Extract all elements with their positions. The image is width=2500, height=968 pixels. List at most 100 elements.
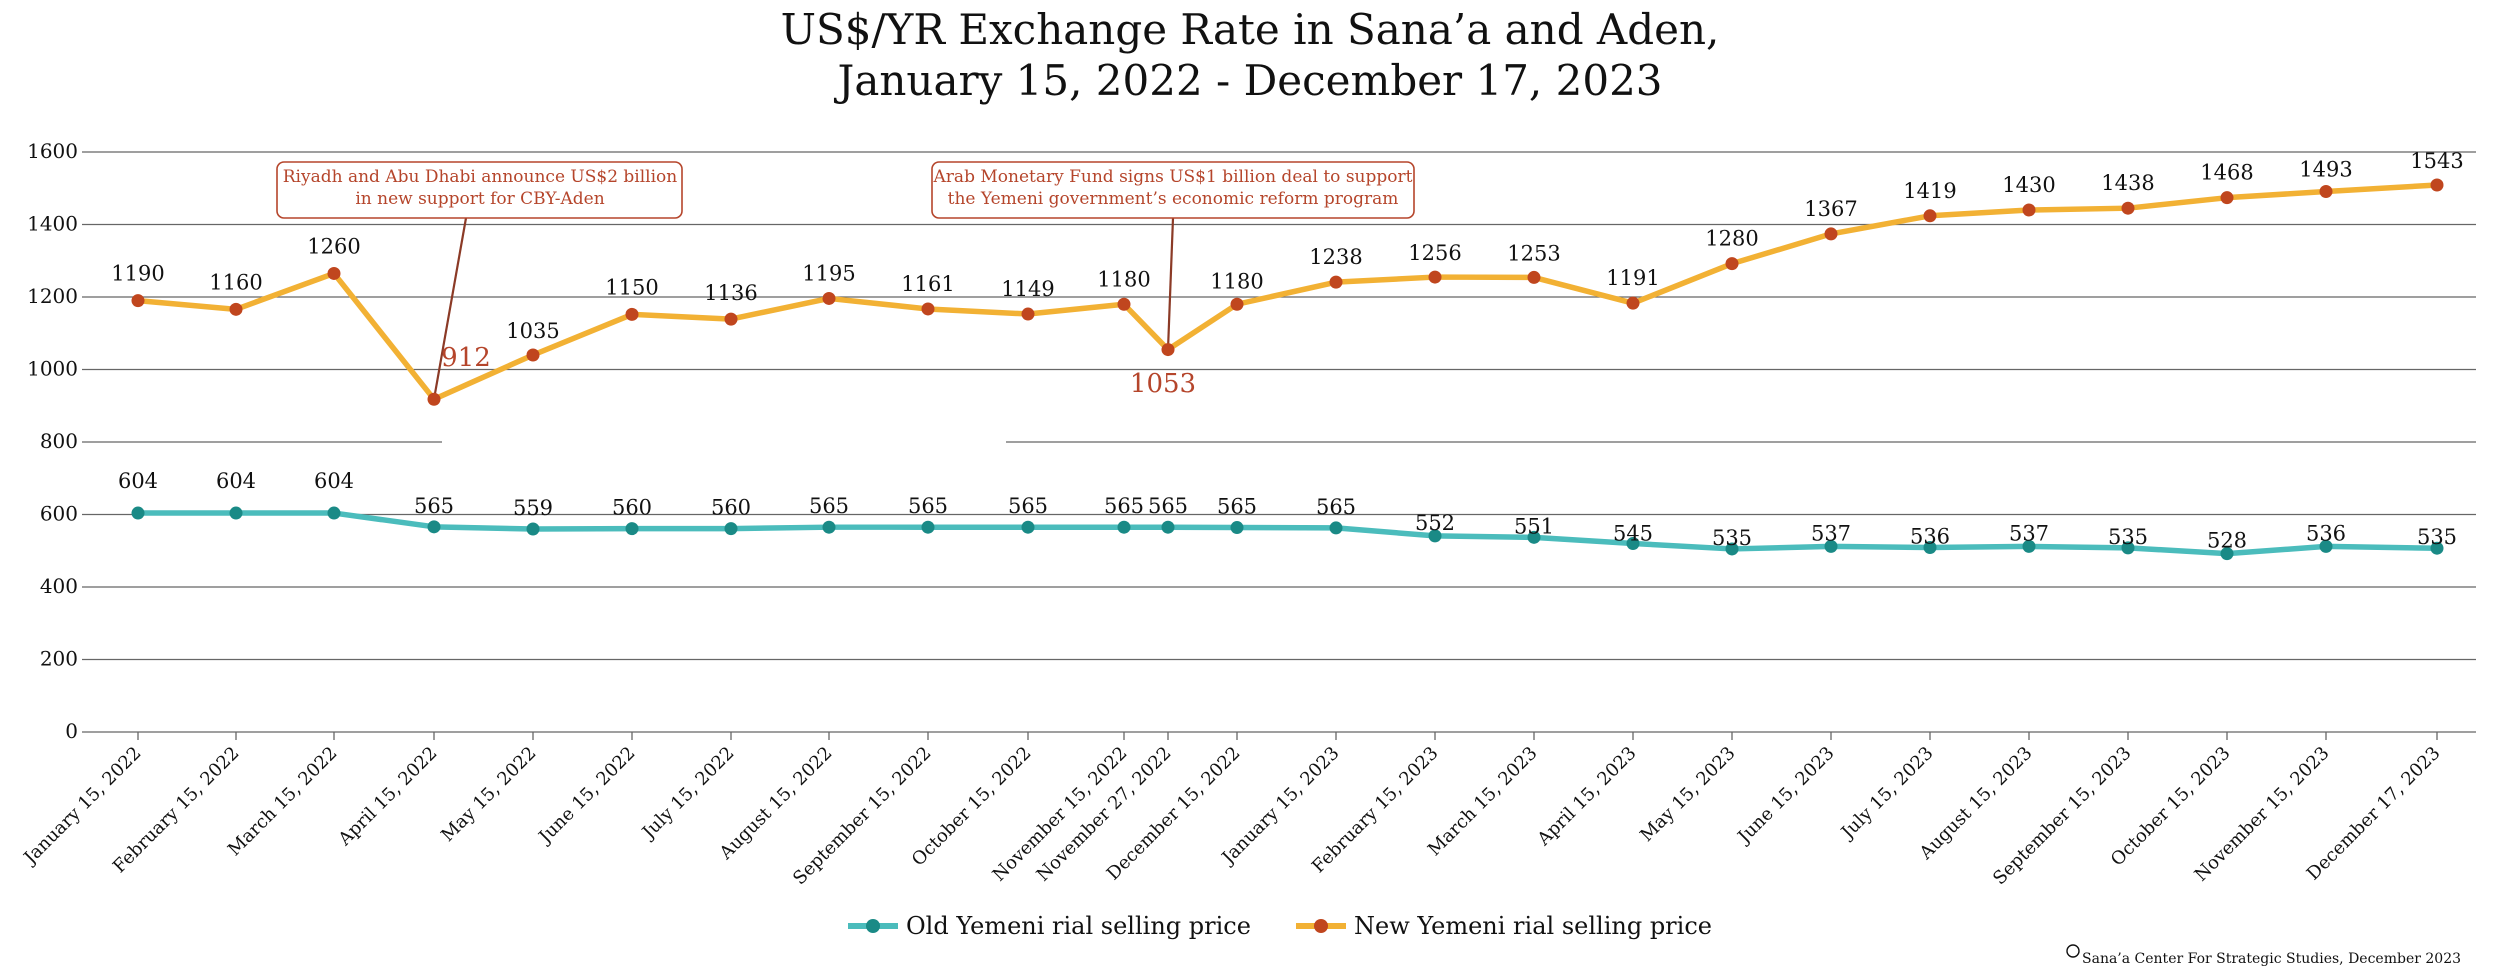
data-point-old-rial[interactable] (427, 520, 441, 534)
data-point-old-rial[interactable] (2319, 539, 2333, 553)
data-point-old-rial[interactable] (625, 522, 639, 536)
data-point-old-rial[interactable] (2121, 541, 2135, 555)
data-point-new-rial[interactable] (2319, 185, 2333, 199)
data-label-new-rial: 1160 (209, 270, 262, 294)
x-tick-label: March 15, 2022 (224, 743, 342, 861)
x-tick-label: July 15, 2023 (1836, 743, 1938, 845)
data-point-new-rial[interactable] (1329, 275, 1343, 289)
legend-label-new-rial: New Yemeni rial selling price (1354, 912, 1712, 940)
x-tick-label: June 15, 2022 (534, 743, 640, 849)
data-label-old-rial: 604 (314, 469, 354, 493)
legend-item-old-rial[interactable]: Old Yemeni rial selling price (848, 912, 1251, 940)
data-label-new-rial: 1191 (1606, 266, 1659, 290)
data-point-old-rial[interactable] (2022, 539, 2036, 553)
data-point-new-rial[interactable] (2430, 178, 2444, 192)
data-label-highlighted: 1053 (1130, 369, 1196, 399)
data-point-new-rial[interactable] (526, 348, 540, 362)
data-point-old-rial[interactable] (1923, 540, 1937, 554)
data-label-highlighted: 912 (441, 343, 491, 373)
data-label-new-rial: 1161 (901, 272, 954, 296)
data-point-old-rial[interactable] (1527, 530, 1541, 544)
data-point-old-rial[interactable] (1626, 537, 1640, 550)
credit-line: Sana’a Center For Strategic Studies, Dec… (2066, 944, 2461, 967)
annotation-box (931, 161, 1415, 219)
data-point-new-rial[interactable] (427, 392, 441, 406)
y-tick-label-600: 600 (40, 502, 78, 526)
data-label-new-rial: 1256 (1408, 241, 1461, 265)
data-point-new-rial[interactable] (625, 307, 639, 321)
data-point-old-rial[interactable] (822, 520, 836, 534)
data-point-new-rial[interactable] (1021, 307, 1035, 321)
data-label-new-rial: 1180 (1210, 269, 1263, 293)
data-label-new-rial: 1260 (307, 234, 360, 258)
data-label-old-rial: 565 (809, 494, 849, 518)
data-label-old-rial: 604 (118, 469, 158, 493)
data-label-new-rial: 1438 (2101, 171, 2154, 195)
data-label-old-rial: 537 (2009, 521, 2049, 545)
annotation-callout: Riyadh and Abu Dhabi announce US$2 billi… (276, 161, 683, 400)
data-point-old-rial[interactable] (724, 522, 738, 536)
legend-item-new-rial[interactable]: New Yemeni rial selling price (1296, 912, 1712, 940)
data-point-new-rial[interactable] (2220, 191, 2234, 205)
data-label-new-rial: 1136 (704, 281, 757, 305)
y-axis-ticks: 0 200 400 600 800 1000 1200 1400 1600 (27, 139, 78, 743)
data-point-new-rial[interactable] (1230, 297, 1244, 311)
data-point-old-rial[interactable] (229, 506, 243, 520)
x-tick-label: May 15, 2023 (1636, 743, 1739, 846)
data-point-new-rial[interactable] (1824, 227, 1838, 241)
data-point-old-rial[interactable] (526, 522, 540, 536)
data-point-old-rial[interactable] (131, 506, 145, 520)
x-tick-label: March 15, 2023 (1424, 743, 1542, 861)
data-point-new-rial[interactable] (1428, 270, 1442, 284)
y-tick-label-800: 800 (40, 429, 78, 453)
annotation-callout: Arab Monetary Fund signs US$1 billion de… (931, 161, 1415, 350)
legend: Old Yemeni rial selling price New Yemeni… (848, 912, 1712, 940)
data-point-new-rial[interactable] (229, 302, 243, 316)
annotation-box (276, 161, 683, 219)
data-point-new-rial[interactable] (1161, 343, 1175, 357)
data-point-new-rial[interactable] (1527, 270, 1541, 284)
copyright-icon (2066, 944, 2080, 958)
data-point-old-rial[interactable] (1824, 539, 1838, 553)
data-point-new-rial[interactable] (921, 302, 935, 316)
data-point-old-rial[interactable] (2220, 547, 2234, 561)
data-point-old-rial[interactable] (1329, 521, 1343, 535)
data-label-old-rial: 528 (2207, 529, 2247, 553)
data-point-old-rial[interactable] (1161, 520, 1175, 534)
data-label-old-rial: 565 (1217, 495, 1257, 519)
data-label-old-rial: 565 (414, 494, 454, 518)
data-label-new-rial: 1195 (802, 261, 855, 285)
data-point-old-rial[interactable] (1428, 529, 1442, 543)
data-point-new-rial[interactable] (2022, 203, 2036, 217)
data-label-old-rial: 535 (1712, 526, 1752, 550)
data-point-new-rial[interactable] (131, 294, 145, 308)
data-label-new-rial: 1150 (605, 275, 658, 299)
data-point-old-rial[interactable] (1021, 520, 1035, 534)
data-point-old-rial[interactable] (2430, 541, 2444, 555)
data-label-new-rial: 1419 (1903, 179, 1956, 203)
data-point-new-rial[interactable] (1725, 257, 1739, 271)
data-point-old-rial[interactable] (327, 506, 341, 520)
data-point-new-rial[interactable] (724, 312, 738, 326)
data-point-new-rial[interactable] (327, 266, 341, 280)
data-point-old-rial[interactable] (1230, 521, 1244, 535)
data-label-new-rial: 1430 (2002, 173, 2055, 197)
data-point-old-rial[interactable] (1725, 542, 1739, 556)
x-tick-label: July 15, 2022 (637, 743, 739, 845)
data-point-new-rial[interactable] (1923, 209, 1937, 223)
data-point-old-rial[interactable] (1117, 520, 1131, 534)
data-point-new-rial[interactable] (1626, 296, 1640, 310)
data-label-old-rial: 604 (216, 469, 256, 493)
data-point-new-rial[interactable] (1117, 297, 1131, 311)
y-tick-label-1600: 1600 (27, 139, 78, 163)
data-label-old-rial: 552 (1415, 511, 1455, 535)
data-point-old-rial[interactable] (921, 520, 935, 534)
data-label-old-rial: 536 (1910, 524, 1950, 548)
chart-title-line-1: US$/YR Exchange Rate in Sana’a and Aden, (781, 5, 1720, 54)
data-label-new-rial: 1190 (111, 262, 164, 286)
data-point-new-rial[interactable] (2121, 201, 2135, 215)
data-label-new-rial: 1149 (1001, 277, 1054, 301)
data-series (131, 178, 2444, 561)
data-point-new-rial[interactable] (822, 291, 836, 305)
